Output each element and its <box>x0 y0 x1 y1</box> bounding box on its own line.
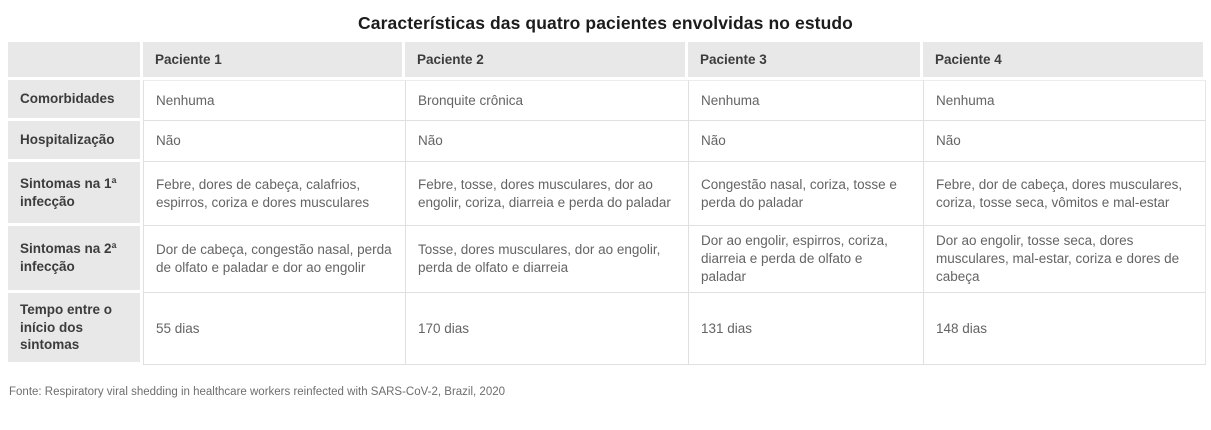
table-cell: 55 dias <box>143 293 405 365</box>
column-header-paciente-2: Paciente 2 <box>405 42 688 80</box>
table-cell: Febre, dor de cabeça, dores musculares, … <box>923 162 1206 226</box>
column-header-paciente-3: Paciente 3 <box>688 42 923 80</box>
table-cell: Febre, tosse, dores musculares, dor ao e… <box>405 162 688 226</box>
table-cell: Não <box>143 121 405 162</box>
source-note: Fonte: Respiratory viral shedding in hea… <box>9 386 506 398</box>
table-cell: Não <box>923 121 1206 162</box>
table-cell: Dor de cabeça, congestão nasal, perda de… <box>143 226 405 293</box>
row-label-tempo-entre-sintomas: Tempo entre o início dos sintomas <box>8 293 143 365</box>
table-cell: 131 dias <box>688 293 923 365</box>
table-cell: Nenhuma <box>688 80 923 121</box>
table-cell: Nenhuma <box>143 80 405 121</box>
table-cell: Dor ao engolir, tosse seca, dores muscul… <box>923 226 1206 293</box>
column-header-paciente-4: Paciente 4 <box>923 42 1206 80</box>
table-cell: 170 dias <box>405 293 688 365</box>
row-label-hospitalizacao: Hospitalização <box>8 121 143 162</box>
table-cell: 148 dias <box>923 293 1206 365</box>
patients-table: Paciente 1 Paciente 2 Paciente 3 Pacient… <box>8 42 1206 365</box>
table-cell: Não <box>688 121 923 162</box>
table-cell: Tosse, dores musculares, dor ao engolir,… <box>405 226 688 293</box>
corner-cell <box>8 42 143 80</box>
table-cell: Nenhuma <box>923 80 1206 121</box>
table-cell: Dor ao engolir, espirros, coriza, diarre… <box>688 226 923 293</box>
table-cell: Febre, dores de cabeça, calafrios, espir… <box>143 162 405 226</box>
table-cell: Congestão nasal, coriza, tosse e perda d… <box>688 162 923 226</box>
chart-title: Características das quatro pacientes env… <box>358 13 853 33</box>
column-header-paciente-1: Paciente 1 <box>143 42 405 80</box>
row-label-sintomas-2a-infeccao: Sintomas na 2ª infecção <box>8 226 143 293</box>
table-cell: Bronquite crônica <box>405 80 688 121</box>
row-label-comorbidades: Comorbidades <box>8 80 143 121</box>
row-label-sintomas-1a-infeccao: Sintomas na 1ª infecção <box>8 162 143 226</box>
table-cell: Não <box>405 121 688 162</box>
